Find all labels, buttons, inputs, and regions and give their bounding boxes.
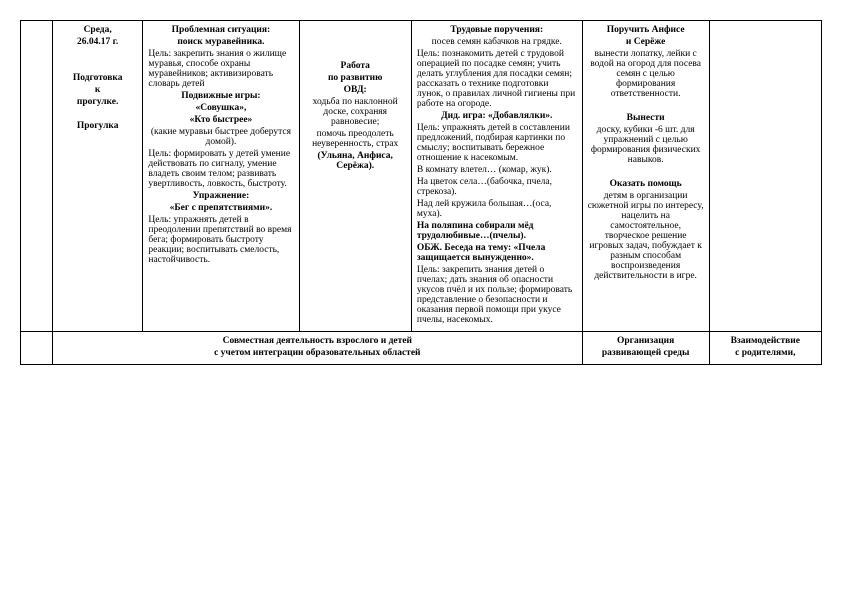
labor-t2: посев семян кабачков на грядке. [417, 37, 577, 47]
col-empty-1 [21, 21, 53, 332]
col-date: Среда, 26.04.17 г. Подготовка к прогулке… [52, 21, 142, 332]
hr-merged: Совместная деятельность взрослого и дете… [52, 332, 582, 365]
line1: В комнату влетел… (комар, жук). [417, 165, 577, 175]
hr-merged-l1: Совместная деятельность взрослого и дете… [58, 336, 577, 346]
labor-g1: Цель: познакомить детей с трудовой опера… [417, 49, 577, 109]
did-title: Дид. игра: «Добавлялки». [417, 111, 577, 121]
date-line2: 26.04.17 г. [58, 37, 137, 47]
col-ovd: Работа по развитию ОВД: ходьба по наклон… [299, 21, 411, 332]
game3: (какие муравьи быстрее доберутся домой). [148, 127, 293, 147]
ovd-t1: Работа [305, 61, 406, 71]
obj-title: ОБЖ. Беседа на тему: «Пчела защищается в… [417, 243, 577, 263]
hr-c6a: Организация [588, 336, 704, 346]
goal3: Цель: упражнять детей в преодолении преп… [148, 215, 293, 265]
line2: На цветок села…(бабочка, пчела, стрекоза… [417, 177, 577, 197]
planning-table: Среда, 26.04.17 г. Подготовка к прогулке… [20, 20, 822, 365]
hr-empty1 [21, 332, 53, 365]
col-tasks: Трудовые поручения: посев семян кабачков… [411, 21, 582, 332]
ovd-t3: ОВД: [305, 85, 406, 95]
goal2: Цель: формировать у детей умение действо… [148, 149, 293, 189]
assign-t1: Поручить Анфисе [588, 25, 704, 35]
prep1: Подготовка [58, 73, 137, 83]
line4: На поляпина собирали мёд трудолюбивые…(п… [417, 221, 577, 241]
game1: «Совушка», [148, 103, 293, 113]
ovd-body: ходьба по наклонной доске, сохраняя равн… [305, 97, 406, 127]
col-empty-2 [709, 21, 821, 332]
prob-title2: поиск муравейника. [148, 37, 293, 47]
goal1: Цель: закрепить знания о жилище муравья,… [148, 49, 293, 89]
game2: «Кто быстрее» [148, 115, 293, 125]
assign-t2: и Серёже [588, 37, 704, 47]
games-title: Подвижные игры: [148, 91, 293, 101]
col-activity: Проблемная ситуация: поиск муравейника. … [143, 21, 299, 332]
assign-t3: Вынести [588, 113, 704, 123]
prep2: к [58, 85, 137, 95]
ovd-body2: помочь преодолеть неуверенность, страх [305, 129, 406, 149]
assign-b1: вынести лопатку, лейки с водой на огород… [588, 49, 704, 99]
date-line1: Среда, [58, 25, 137, 35]
hr-c7b: с родителями, [715, 348, 816, 358]
walk: Прогулка [58, 121, 137, 131]
col-assign: Поручить Анфисе и Серёже вынести лопатку… [582, 21, 709, 332]
ovd-t2: по развитию [305, 73, 406, 83]
line3: Над лей кружила большая…(оса, муха). [417, 199, 577, 219]
main-row: Среда, 26.04.17 г. Подготовка к прогулке… [21, 21, 822, 332]
assign-b2: доску, кубики -6 шт. для упражнений с це… [588, 125, 704, 165]
header-row: Совместная деятельность взрослого и дете… [21, 332, 822, 365]
obj-goal: Цель: закрепить знания детей о пчелах; д… [417, 265, 577, 325]
labor-t1: Трудовые поручения: [417, 25, 577, 35]
ovd-names: (Ульяна, Анфиса, Серёжа). [305, 151, 406, 171]
hr-c6b: развивающей среды [588, 348, 704, 358]
hr-merged-l2: с учетом интеграции образовательных обла… [58, 348, 577, 358]
prob-title1: Проблемная ситуация: [148, 25, 293, 35]
hr-c7a: Взаимодействие [715, 336, 816, 346]
hr-c6: Организация развивающей среды [582, 332, 709, 365]
prep3: прогулке. [58, 97, 137, 107]
exercise: «Бег с препятствиями». [148, 203, 293, 213]
did-goal: Цель: упражнять детей в составлении пред… [417, 123, 577, 163]
ex-title: Упражнение: [148, 191, 293, 201]
hr-c7: Взаимодействие с родителями, [709, 332, 821, 365]
assign-b3: детям в организации сюжетной игры по инт… [588, 191, 704, 281]
assign-t4: Оказать помощь [588, 179, 704, 189]
